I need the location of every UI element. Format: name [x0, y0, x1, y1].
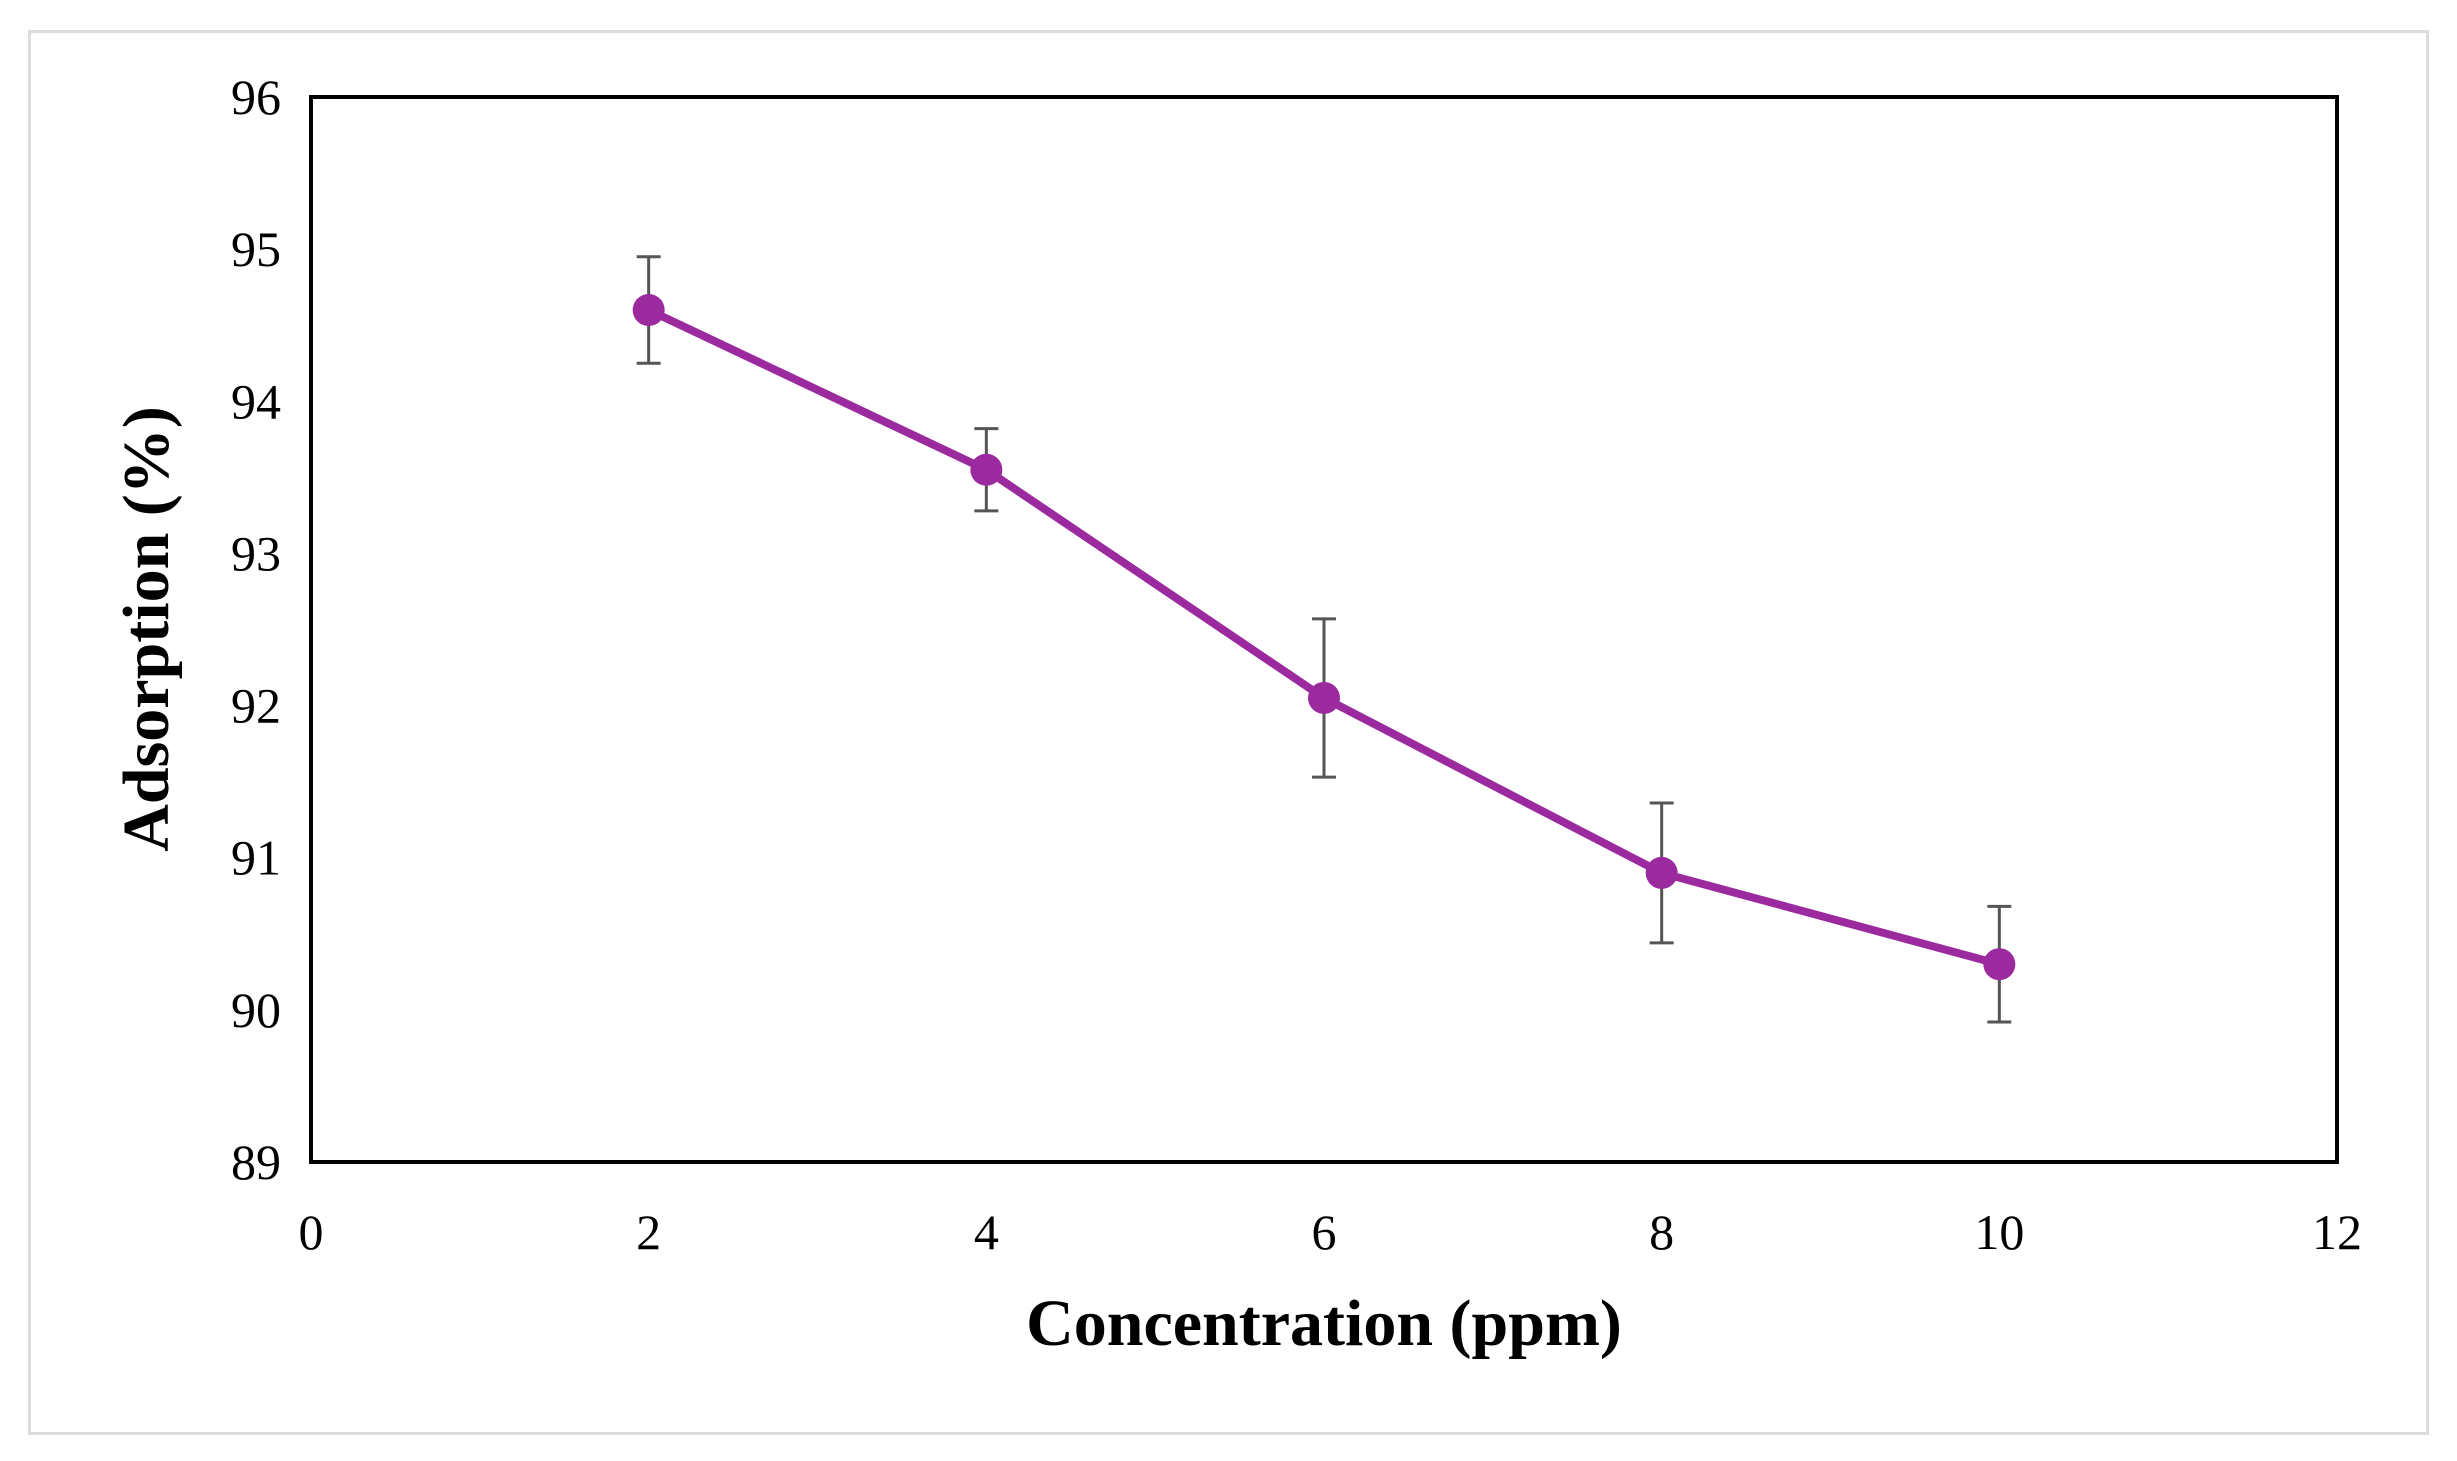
x-tick-label-12: 12 — [2312, 1204, 2362, 1260]
series-points — [632, 294, 2016, 981]
plot-border — [309, 95, 2339, 1164]
y-tick-label-91: 91 — [231, 830, 281, 886]
x-tick-label-4: 4 — [974, 1204, 999, 1260]
data-point-2 — [632, 294, 665, 326]
data-point-4 — [970, 453, 1003, 486]
x-tick-label-8: 8 — [1649, 1204, 1674, 1260]
x-tick-label-6: 6 — [1312, 1204, 1337, 1260]
y-tick-label-90: 90 — [231, 982, 281, 1038]
y-axis-ticks: 89 90 91 92 93 94 95 96 — [231, 69, 281, 1190]
x-tick-label-2: 2 — [636, 1204, 661, 1260]
y-axis-title: Adsorption (%) — [110, 406, 183, 852]
y-tick-label-92: 92 — [231, 678, 281, 734]
data-point-8 — [1645, 856, 1678, 889]
x-tick-label-10: 10 — [1974, 1204, 2024, 1260]
y-tick-label-95: 95 — [231, 221, 281, 277]
data-point-10 — [1983, 948, 2016, 981]
error-bars — [636, 255, 2012, 1024]
x-axis-ticks: 0 2 4 6 8 10 12 — [299, 1204, 2363, 1260]
y-tick-label-96: 96 — [231, 69, 281, 125]
y-tick-label-94: 94 — [231, 373, 281, 429]
y-tick-label-93: 93 — [231, 525, 281, 581]
x-axis-title: Concentration (ppm) — [1026, 1287, 1622, 1360]
plot-area — [309, 95, 2339, 1164]
figure-frame — [28, 30, 2429, 1435]
x-tick-label-0: 0 — [299, 1204, 324, 1260]
y-tick-label-89: 89 — [231, 1134, 281, 1190]
data-point-6 — [1308, 681, 1340, 714]
